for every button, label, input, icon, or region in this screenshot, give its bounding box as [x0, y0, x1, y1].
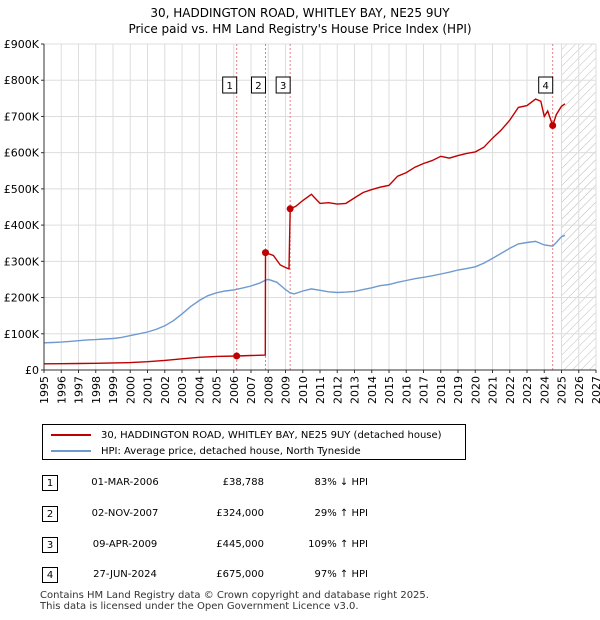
legend-label-hpi: HPI: Average price, detached house, Nort… [101, 445, 361, 457]
table-row: 1 01-MAR-2006 £38,788 83% ↓ HPI [42, 475, 382, 493]
sale-point [286, 205, 294, 213]
x-tick-label: 1997 [73, 376, 86, 404]
annotation-box [222, 76, 238, 94]
x-tick-label: 2002 [159, 376, 172, 404]
transaction-number: 3 [42, 537, 58, 553]
x-tick-label: 2009 [280, 376, 293, 404]
legend-swatch-hpi [51, 450, 91, 452]
y-tick-label: £200K [4, 292, 40, 305]
footer-licence: This data is licensed under the Open Gov… [40, 601, 359, 612]
y-tick-label: £600K [4, 147, 40, 160]
y-tick-label: £700K [4, 110, 40, 123]
table-row: 3 09-APR-2009 £445,000 109% ↑ HPI [42, 537, 382, 555]
legend-swatch-property [51, 434, 91, 436]
x-tick-label: 2018 [435, 376, 448, 404]
transaction-date: 09-APR-2009 [92, 539, 158, 550]
y-tick-label: £500K [4, 183, 40, 196]
x-tick-label: 2013 [349, 376, 362, 404]
y-tick-label: £800K [4, 74, 40, 87]
transaction-number: 4 [42, 567, 58, 583]
legend-item-hpi: HPI: Average price, detached house, Nort… [51, 443, 361, 459]
x-tick-label: 1995 [38, 376, 51, 404]
transaction-number: 1 [42, 475, 58, 491]
legend-item-property: 30, HADDINGTON ROAD, WHITLEY BAY, NE25 9… [51, 427, 442, 443]
x-tick-label: 2024 [538, 376, 551, 404]
x-tick-label: 2005 [211, 376, 224, 404]
transaction-hpi-diff: 83% ↓ HPI [314, 477, 368, 488]
x-tick-label: 1999 [107, 376, 120, 404]
x-tick-label: 2008 [262, 376, 275, 404]
sale-point [549, 122, 557, 129]
chart-title: 30, HADDINGTON ROAD, WHITLEY BAY, NE25 9… [150, 6, 450, 20]
annotation-box [250, 76, 266, 94]
transaction-hpi-diff: 109% ↑ HPI [308, 539, 368, 550]
y-tick-label: £300K [4, 255, 40, 268]
chart-subtitle: Price paid vs. HM Land Registry's House … [128, 22, 471, 36]
x-tick-label: 2020 [469, 376, 482, 404]
sale-point [261, 249, 269, 257]
x-tick-label: 2010 [297, 376, 310, 404]
legend-label-property: 30, HADDINGTON ROAD, WHITLEY BAY, NE25 9… [101, 429, 442, 441]
x-tick-label: 2011 [314, 376, 327, 404]
chart-legend: 30, HADDINGTON ROAD, WHITLEY BAY, NE25 9… [42, 424, 466, 460]
transaction-price: £38,788 [222, 477, 264, 488]
x-tick-label: 2025 [556, 376, 569, 404]
sale-point [233, 352, 241, 360]
transaction-date: 27-JUN-2024 [93, 569, 157, 580]
transaction-hpi-diff: 29% ↑ HPI [314, 508, 368, 519]
transaction-number: 2 [42, 506, 58, 522]
transaction-price: £324,000 [216, 508, 264, 519]
annotation-box [275, 76, 291, 94]
annotation-box [538, 76, 554, 94]
x-tick-label: 2006 [228, 376, 241, 404]
property-price-line [43, 98, 566, 365]
footer-attribution: Contains HM Land Registry data © Crown c… [40, 590, 429, 612]
x-tick-label: 2017 [418, 376, 431, 404]
annotation-label: 3 [280, 81, 286, 92]
x-tick-label: 2000 [124, 376, 137, 404]
hpi-line [43, 234, 566, 344]
transaction-date: 02-NOV-2007 [91, 508, 159, 519]
x-tick-label: 2023 [521, 376, 534, 404]
x-tick-label: 1996 [55, 376, 68, 404]
x-tick-label: 2019 [452, 376, 465, 404]
x-tick-label: 2012 [331, 376, 344, 404]
transaction-price: £675,000 [216, 569, 264, 580]
footer-copyright: Contains HM Land Registry data © Crown c… [40, 590, 429, 601]
y-tick-label: £100K [4, 328, 40, 341]
y-tick-label: £900K [4, 38, 40, 51]
transaction-hpi-diff: 97% ↑ HPI [314, 569, 368, 580]
transaction-date: 01-MAR-2006 [91, 477, 159, 488]
y-tick-label: £400K [4, 219, 40, 232]
x-tick-label: 2015 [383, 376, 396, 404]
x-tick-label: 2016 [400, 376, 413, 404]
x-tick-label: 2021 [487, 376, 500, 404]
table-row: 4 27-JUN-2024 £675,000 97% ↑ HPI [42, 567, 382, 585]
transaction-price: £445,000 [216, 539, 264, 550]
x-tick-label: 2003 [176, 376, 189, 404]
x-tick-label: 2022 [504, 376, 517, 404]
x-tick-label: 2027 [590, 376, 600, 404]
price-chart: 30, HADDINGTON ROAD, WHITLEY BAY, NE25 9… [4, 6, 600, 404]
x-tick-label: 2026 [573, 376, 586, 404]
x-tick-label: 1998 [90, 376, 103, 404]
annotation-label: 2 [255, 81, 261, 92]
x-tick-label: 2004 [193, 376, 206, 404]
x-tick-label: 2001 [142, 376, 155, 404]
annotation-label: 1 [226, 81, 232, 92]
x-tick-label: 2014 [366, 376, 379, 404]
x-tick-label: 2007 [245, 376, 258, 404]
y-tick-label: £0 [25, 364, 39, 377]
annotation-label: 4 [543, 81, 549, 92]
table-row: 2 02-NOV-2007 £324,000 29% ↑ HPI [42, 506, 382, 524]
